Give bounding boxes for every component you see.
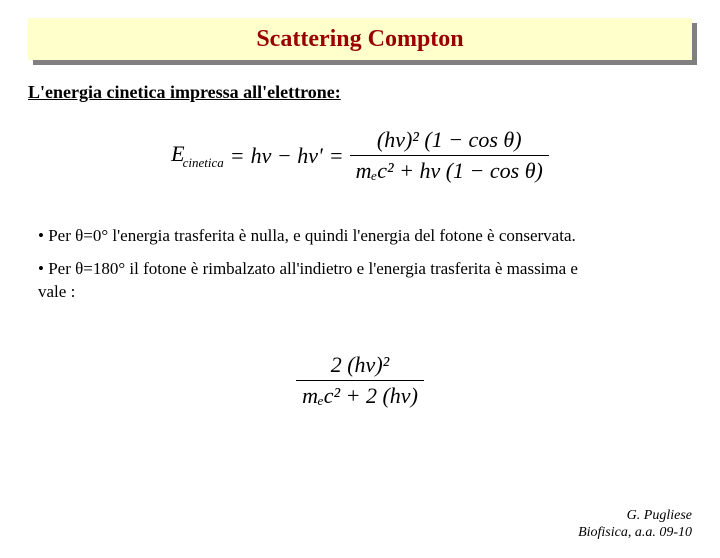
eq1-equals: =: [230, 143, 245, 169]
eq2-fraction: 2 (hν)² mₑc² + 2 (hν): [296, 350, 424, 412]
eq1-subscript: cinetica: [183, 155, 224, 170]
eq1-numerator: (hν)² (1 − cos θ): [371, 125, 528, 155]
bullet-1: • Per θ=0° l'energia trasferita è nulla,…: [38, 225, 682, 248]
slide-title-container: Scattering Compton: [28, 18, 692, 60]
footer-course: Biofisica, a.a. 09-10: [578, 525, 692, 542]
eq1-fraction: (hν)² (1 − cos θ) mₑc² + hν (1 − cos θ): [350, 125, 549, 187]
eq1-lhs: Ecinetica: [171, 141, 224, 170]
title-bar: Scattering Compton: [28, 18, 692, 60]
eq1-term1: hν − hν': [251, 143, 323, 169]
bullet-2-line2: vale :: [38, 282, 75, 301]
eq1-denominator: mₑc² + hν (1 − cos θ): [350, 156, 549, 186]
eq2-numerator: 2 (hν)²: [325, 350, 396, 380]
slide-footer: G. Pugliese Biofisica, a.a. 09-10: [578, 508, 692, 542]
bullet-2-line1: • Per θ=180° il fotone è rimbalzato all'…: [38, 259, 578, 278]
footer-author: G. Pugliese: [578, 508, 692, 525]
equation-max-transfer: 2 (hν)² mₑc² + 2 (hν): [0, 350, 720, 412]
bullets-box: • Per θ=0° l'energia trasferita è nulla,…: [24, 209, 696, 328]
slide-title: Scattering Compton: [256, 26, 463, 53]
eq1-equals-2: =: [329, 143, 344, 169]
bullet-2: • Per θ=180° il fotone è rimbalzato all'…: [38, 258, 682, 304]
equation-kinetic-energy: Ecinetica = hν − hν' = (hν)² (1 − cos θ)…: [0, 125, 720, 187]
eq2-denominator: mₑc² + 2 (hν): [296, 381, 424, 411]
subheading: L'energia cinetica impressa all'elettron…: [28, 82, 692, 103]
